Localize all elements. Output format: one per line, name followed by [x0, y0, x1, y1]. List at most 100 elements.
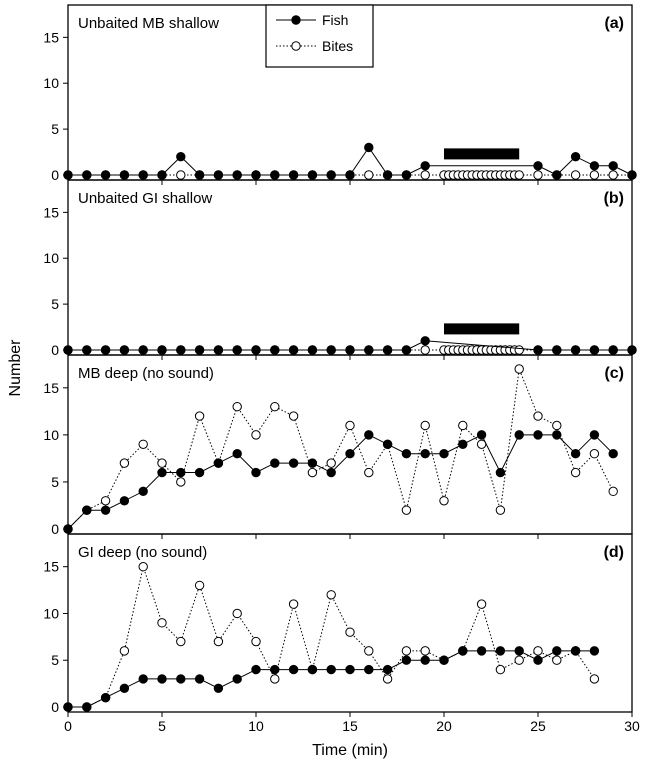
bites-point [119, 458, 130, 468]
y-tick-label: 5 [51, 474, 59, 490]
bites-point [157, 458, 167, 468]
bites-point [345, 420, 355, 431]
legend-label: Bites [322, 38, 353, 54]
y-tick-label: 0 [51, 167, 59, 183]
bites-point [345, 627, 355, 637]
bites-point [495, 664, 506, 675]
bites-point [589, 674, 600, 684]
fish-point [157, 170, 167, 180]
fish-point [119, 345, 130, 355]
bites-point [213, 636, 224, 647]
panel-title: Unbaited MB shallow [78, 15, 219, 32]
fish-point [533, 161, 543, 171]
bites-point [420, 170, 430, 180]
fish-point [533, 655, 543, 665]
fish-point [533, 430, 543, 440]
fish-point [533, 345, 543, 355]
bites-point [119, 646, 130, 656]
fish-point [138, 345, 148, 355]
fish-point [458, 439, 468, 449]
fish-point [420, 161, 430, 171]
bites-point [194, 411, 205, 421]
fish-point [251, 170, 261, 180]
bites-point [232, 401, 242, 412]
fish-point [251, 664, 261, 675]
bites-point [326, 458, 336, 468]
fish-point [476, 646, 487, 656]
fish-point [514, 430, 524, 440]
fish-point [100, 692, 111, 703]
chart-panel: 0 5 10 15 MB deep (no sound) (c) [43, 354, 633, 539]
bites-point [514, 655, 524, 665]
bites-point [176, 477, 186, 487]
fish-point [458, 646, 468, 656]
bites-legend-marker [291, 41, 301, 51]
panel-title: MB deep (no sound) [78, 365, 214, 382]
bites-point [533, 170, 543, 180]
y-tick-label: 15 [43, 559, 59, 575]
fish-point [401, 170, 412, 180]
fish-point [119, 683, 130, 693]
fish-point [345, 345, 355, 355]
fish-point [570, 646, 581, 656]
bites-point [100, 496, 111, 506]
fish-point [82, 505, 92, 515]
fish-point [514, 646, 524, 656]
fish-point [82, 170, 92, 180]
sound-bar [444, 323, 520, 335]
fish-point [552, 170, 562, 180]
y-tick-label: 0 [51, 521, 59, 537]
bites-point [589, 170, 600, 180]
fish-point [176, 674, 186, 684]
fish-point [364, 345, 374, 355]
bites-point [138, 562, 148, 572]
x-tick-label: 5 [158, 718, 166, 734]
x-tick-label: 30 [624, 718, 640, 734]
fish-point [589, 161, 600, 171]
bites-point [251, 636, 261, 647]
bites-series-line [68, 564, 595, 708]
fish-point [194, 170, 205, 180]
panel-label: (a) [604, 15, 624, 32]
fish-point [326, 170, 336, 180]
bites-point [232, 608, 242, 619]
bites-point [514, 364, 524, 374]
fish-point [589, 345, 600, 355]
fish-point [63, 345, 73, 355]
fish-point [63, 702, 73, 712]
bites-point [476, 599, 487, 609]
bites-point [364, 646, 374, 656]
bites-point [326, 590, 336, 600]
bites-point [288, 411, 299, 421]
fish-point [326, 345, 336, 355]
x-tick-label: 15 [342, 718, 358, 734]
fish-point [213, 170, 224, 180]
fish-legend-marker [291, 15, 301, 25]
fish-point [232, 345, 242, 355]
bites-point [514, 170, 524, 180]
y-tick-label: 5 [51, 296, 59, 312]
fish-point [213, 458, 224, 468]
y-tick-label: 10 [43, 250, 59, 266]
fish-point [138, 486, 148, 497]
fish-point [176, 345, 186, 355]
bites-point [176, 170, 186, 180]
fish-point [232, 449, 242, 459]
fish-point [420, 449, 430, 459]
fish-point [608, 345, 618, 355]
fish-point [401, 655, 412, 665]
bites-point [364, 170, 374, 180]
fish-point [570, 345, 581, 355]
fish-point [439, 655, 449, 665]
fish-point [326, 664, 336, 675]
fish-point [345, 449, 355, 459]
fish-point [307, 664, 318, 675]
fish-point [157, 674, 167, 684]
bites-point [552, 655, 562, 665]
bites-point [157, 618, 167, 628]
bites-series-line [67, 367, 614, 530]
fish-point [401, 449, 412, 459]
bites-point [552, 420, 562, 431]
panel-label: (d) [604, 544, 624, 561]
legend: Fish Bites [265, 4, 374, 68]
